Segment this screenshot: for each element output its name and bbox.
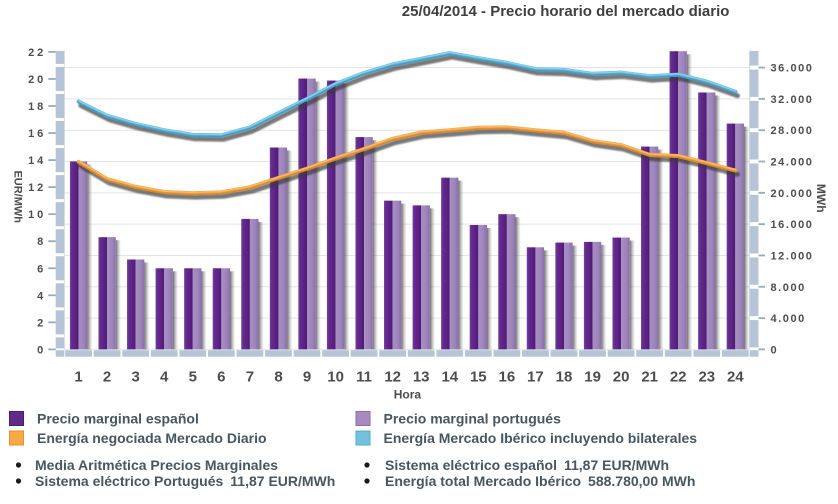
svg-text:23: 23 xyxy=(698,369,715,386)
svg-text:2: 2 xyxy=(37,317,46,329)
svg-text:18: 18 xyxy=(28,101,46,113)
svg-text:24.000: 24.000 xyxy=(771,157,814,169)
svg-text:1: 1 xyxy=(74,369,82,386)
svg-text:4.000: 4.000 xyxy=(771,313,806,325)
svg-text:15: 15 xyxy=(470,369,487,386)
svg-text:8.000: 8.000 xyxy=(771,282,806,294)
svg-text:10: 10 xyxy=(28,209,46,221)
svg-text:6: 6 xyxy=(217,369,225,386)
svg-text:3: 3 xyxy=(132,369,140,386)
svg-text:22: 22 xyxy=(28,47,46,59)
svg-text:Energía Mercado Ibérico incluy: Energía Mercado Ibérico incluyendo bilat… xyxy=(384,430,698,446)
svg-text:5: 5 xyxy=(189,369,197,386)
svg-text:11: 11 xyxy=(356,369,372,386)
svg-text:16.000: 16.000 xyxy=(771,219,814,231)
svg-text:12: 12 xyxy=(28,182,46,194)
svg-text:12.000: 12.000 xyxy=(771,250,814,262)
svg-text:14: 14 xyxy=(441,369,458,386)
svg-text:Precio marginal español: Precio marginal español xyxy=(37,411,199,427)
svg-text:8: 8 xyxy=(274,369,282,386)
svg-text:Energía total Mercado Ibérico: Energía total Mercado Ibérico 588.780,00… xyxy=(385,473,695,489)
svg-text:10: 10 xyxy=(327,369,344,386)
svg-text:12: 12 xyxy=(384,369,401,386)
svg-text:18: 18 xyxy=(556,369,573,386)
svg-text:4: 4 xyxy=(37,290,46,302)
svg-text:4: 4 xyxy=(160,369,169,386)
svg-text:8: 8 xyxy=(37,236,46,248)
svg-text:21: 21 xyxy=(641,369,658,386)
svg-text:Media Aritmética Precios Margi: Media Aritmética Precios Marginales xyxy=(35,457,278,473)
svg-text:9: 9 xyxy=(303,369,311,386)
svg-text:16: 16 xyxy=(28,128,46,140)
svg-text:13: 13 xyxy=(413,369,430,386)
svg-text:16: 16 xyxy=(499,369,516,386)
svg-text:22: 22 xyxy=(670,369,687,386)
svg-text:24: 24 xyxy=(727,369,744,386)
svg-text:19: 19 xyxy=(584,369,601,386)
svg-text:20: 20 xyxy=(28,74,46,86)
svg-text:32.000: 32.000 xyxy=(771,94,814,106)
svg-text:20: 20 xyxy=(613,369,630,386)
svg-text:17: 17 xyxy=(527,369,544,386)
svg-text:28.000: 28.000 xyxy=(771,125,814,137)
svg-text:2: 2 xyxy=(103,369,111,386)
svg-text:Precio marginal portugués: Precio marginal portugués xyxy=(384,411,562,427)
svg-text:20.000: 20.000 xyxy=(771,188,814,200)
svg-text:Sistema eléctrico español 11,8: Sistema eléctrico español 11,87 EUR/MWh xyxy=(385,457,669,473)
svg-text:14: 14 xyxy=(28,155,46,167)
svg-text:Energía negociada Mercado Diar: Energía negociada Mercado Diario xyxy=(37,430,267,446)
svg-text:EUR/MWh: EUR/MWh xyxy=(12,170,24,223)
svg-text:Hora: Hora xyxy=(394,388,422,402)
svg-text:MWh: MWh xyxy=(814,184,828,213)
svg-text:7: 7 xyxy=(246,369,254,386)
svg-text:36.000: 36.000 xyxy=(771,63,814,75)
svg-text:0: 0 xyxy=(771,344,779,356)
svg-text:6: 6 xyxy=(37,263,46,275)
svg-text:25/04/2014 - Precio horario de: 25/04/2014 - Precio horario del mercado … xyxy=(402,3,730,20)
svg-text:0: 0 xyxy=(37,344,46,356)
svg-text:Sistema eléctrico Portugués 11: Sistema eléctrico Portugués 11,87 EUR/MW… xyxy=(35,473,335,489)
